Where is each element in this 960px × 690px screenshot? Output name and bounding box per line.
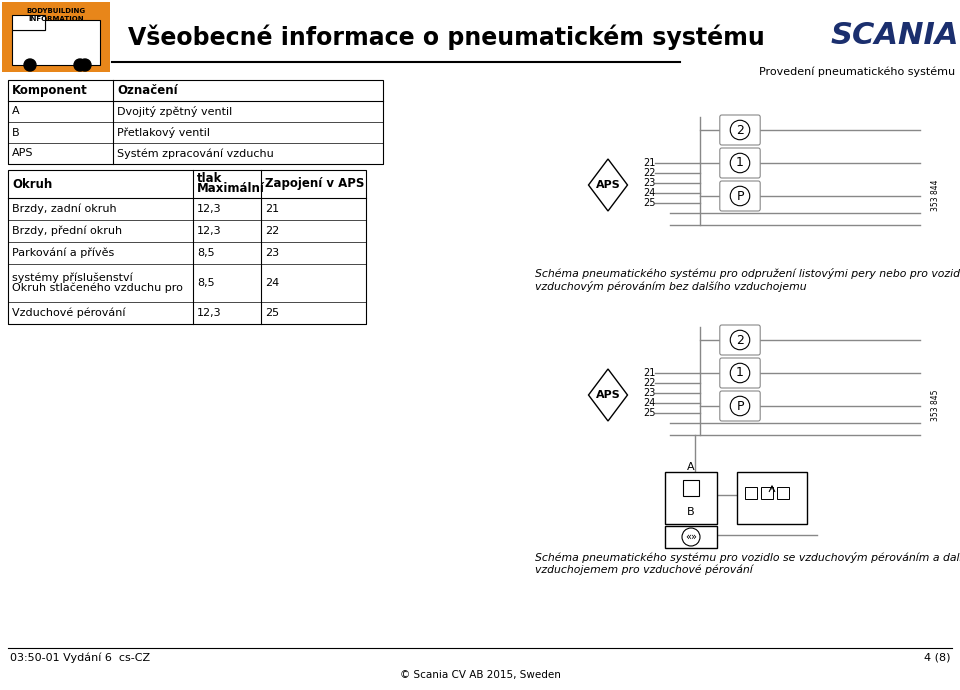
Text: P: P (736, 400, 744, 413)
Text: «»: «» (685, 532, 697, 542)
Bar (745, 487, 757, 499)
Text: 21: 21 (643, 368, 656, 378)
Text: Komponent: Komponent (12, 84, 87, 97)
Text: 25: 25 (643, 198, 656, 208)
Text: INFORMATION: INFORMATION (28, 16, 84, 22)
Text: Schéma pneumatického systému pro odpružení listovými pery nebo pro vozidlo se
vz: Schéma pneumatického systému pro odpruže… (535, 268, 960, 292)
Text: 2: 2 (736, 124, 744, 137)
Text: 03:50-01 Vydání 6  cs-CZ: 03:50-01 Vydání 6 cs-CZ (10, 653, 150, 663)
Text: SCANIA: SCANIA (830, 21, 959, 50)
Text: APS: APS (595, 180, 620, 190)
Text: P: P (736, 190, 744, 202)
Circle shape (74, 59, 86, 71)
Bar (761, 487, 773, 499)
Bar (683, 480, 699, 496)
Text: 24: 24 (265, 278, 279, 288)
Text: 24: 24 (643, 188, 656, 198)
Text: Všeobecné informace o pneumatickém systému: Všeobecné informace o pneumatickém systé… (128, 24, 765, 50)
Text: Brzdy, přední okruh: Brzdy, přední okruh (12, 226, 122, 236)
Text: Okruh stlačeného vzduchu pro: Okruh stlačeného vzduchu pro (12, 283, 182, 293)
Text: A: A (12, 106, 19, 117)
Text: APS: APS (12, 148, 34, 159)
Bar (777, 487, 789, 499)
Text: 353 845: 353 845 (930, 389, 940, 421)
Text: Vzduchové pérování: Vzduchové pérování (12, 308, 126, 318)
Polygon shape (12, 15, 45, 30)
Text: Okruh: Okruh (12, 177, 52, 190)
Text: 22: 22 (643, 168, 656, 178)
Text: A: A (687, 462, 695, 472)
Text: 12,3: 12,3 (197, 308, 222, 318)
FancyBboxPatch shape (720, 358, 760, 388)
Text: 1: 1 (736, 157, 744, 170)
Text: 4 (8): 4 (8) (924, 653, 950, 663)
Text: 8,5: 8,5 (197, 278, 215, 288)
Text: systémy příslušenství: systémy příslušenství (12, 273, 132, 284)
Text: 21: 21 (643, 158, 656, 168)
Text: Schéma pneumatického systému pro vozidlo se vzduchovým pérováním a dalším
vzduch: Schéma pneumatického systému pro vozidlo… (535, 552, 960, 575)
Text: 22: 22 (265, 226, 279, 236)
Text: 25: 25 (265, 308, 279, 318)
FancyBboxPatch shape (720, 115, 760, 145)
Text: Maximální: Maximální (197, 182, 265, 195)
FancyBboxPatch shape (720, 325, 760, 355)
FancyBboxPatch shape (720, 391, 760, 421)
Text: APS: APS (595, 390, 620, 400)
FancyBboxPatch shape (720, 181, 760, 211)
FancyBboxPatch shape (720, 148, 760, 178)
Text: Označení: Označení (117, 84, 178, 97)
Polygon shape (12, 20, 100, 65)
Circle shape (79, 59, 91, 71)
FancyBboxPatch shape (665, 526, 717, 548)
Bar (8, 170, 366, 324)
Bar (8, 80, 383, 164)
Circle shape (24, 59, 36, 71)
Text: Dvojitý zpětný ventil: Dvojitý zpětný ventil (117, 106, 232, 117)
Text: 23: 23 (265, 248, 279, 258)
Text: 24: 24 (643, 398, 656, 408)
Text: 8,5: 8,5 (197, 248, 215, 258)
FancyBboxPatch shape (665, 472, 717, 524)
Bar (2, 2, 110, 72)
FancyBboxPatch shape (737, 472, 807, 524)
Text: Přetlakový ventil: Přetlakový ventil (117, 127, 210, 138)
Text: 353 844: 353 844 (930, 179, 940, 210)
Text: 1: 1 (736, 366, 744, 380)
Text: Provedení pneumatického systému: Provedení pneumatického systému (758, 67, 955, 77)
Text: © Scania CV AB 2015, Sweden: © Scania CV AB 2015, Sweden (399, 670, 561, 680)
Text: 25: 25 (643, 408, 656, 418)
Text: 2: 2 (736, 333, 744, 346)
Text: 12,3: 12,3 (197, 226, 222, 236)
Text: 21: 21 (265, 204, 279, 214)
Text: B: B (12, 128, 19, 137)
Text: 23: 23 (643, 388, 656, 398)
Text: Brzdy, zadní okruh: Brzdy, zadní okruh (12, 204, 116, 215)
Text: tlak: tlak (197, 172, 223, 186)
Text: 23: 23 (643, 178, 656, 188)
Text: 12,3: 12,3 (197, 204, 222, 214)
Text: B: B (687, 507, 695, 517)
Text: 22: 22 (643, 378, 656, 388)
Text: Zapojení v APS: Zapojení v APS (265, 177, 365, 190)
Text: Parkování a přívěs: Parkování a přívěs (12, 248, 114, 258)
Text: BODYBUILDING: BODYBUILDING (27, 8, 85, 14)
Text: Systém zpracování vzduchu: Systém zpracování vzduchu (117, 148, 274, 159)
